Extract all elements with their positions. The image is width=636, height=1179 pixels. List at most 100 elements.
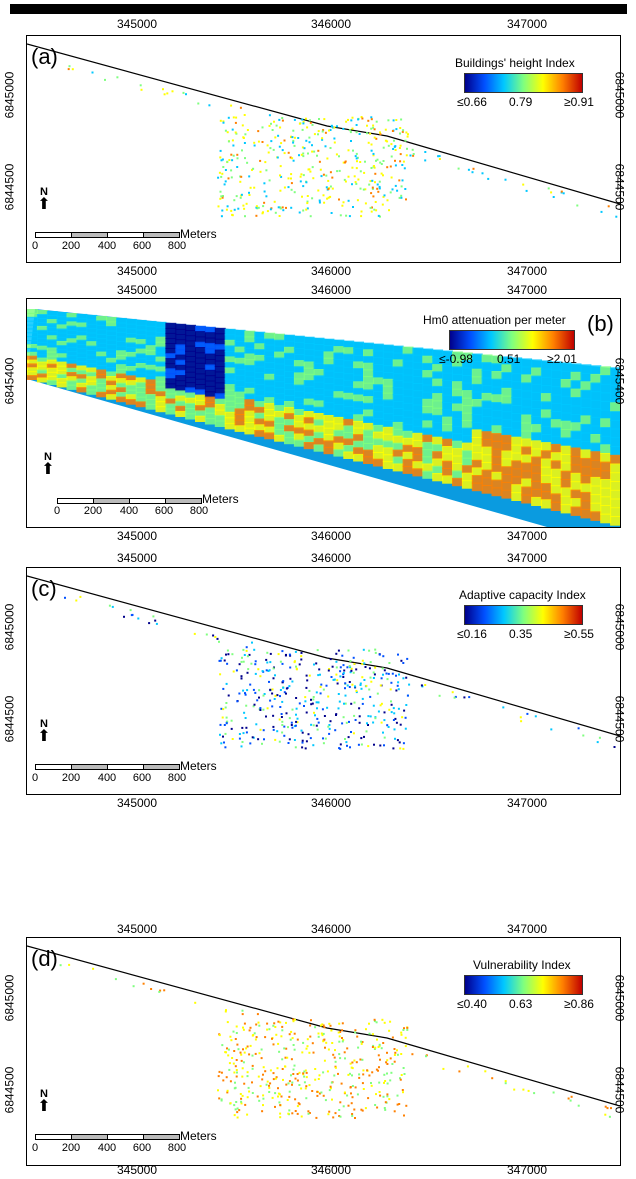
panel-label-a: (a) <box>31 44 58 69</box>
map-panel-d: (d) Vulnerability Index ≤0.40 0.63 ≥0.86… <box>26 937 621 1166</box>
scale-num-b-1: 200 <box>83 505 103 517</box>
legend-colorbar-c <box>464 605 583 625</box>
tick-top-b-1: 345000 <box>116 283 158 297</box>
tick-bot-d-2: 346000 <box>310 1163 352 1177</box>
tick-top-d-1: 345000 <box>116 922 158 936</box>
legend-min-b: ≤-0.98 <box>439 352 473 366</box>
ytick-right-d-2: 6844500 <box>612 1066 627 1114</box>
scale-num-d-2: 400 <box>97 1142 117 1154</box>
top-black-bar <box>10 4 627 14</box>
tick-bot-c-3: 347000 <box>506 796 548 810</box>
ytick-right-a-1: 6845000 <box>612 71 627 119</box>
scale-num-c-4: 800 <box>167 772 187 784</box>
tick-top-d-2: 346000 <box>310 922 352 936</box>
legend-title-a: Buildings' height Index <box>455 56 575 70</box>
legend-max-c: ≥0.55 <box>564 627 594 641</box>
scale-unit-a: Meters <box>180 227 217 241</box>
scalebar-d <box>35 1134 180 1140</box>
legend-colorbar-a <box>464 73 583 93</box>
map-canvas-d <box>27 945 620 1119</box>
scale-num-c-3: 600 <box>132 772 152 784</box>
ytick-left-d-2: 6844500 <box>2 1066 17 1114</box>
tick-bot-c-2: 346000 <box>310 796 352 810</box>
legend-min-c: ≤0.16 <box>457 627 487 641</box>
scale-unit-c: Meters <box>180 759 217 773</box>
scale-num-a-2: 400 <box>97 240 117 252</box>
legend-max-a: ≥0.91 <box>564 95 594 109</box>
ytick-left-c-2: 6844500 <box>2 695 17 743</box>
coastline-c <box>27 575 620 737</box>
panel-label-c: (c) <box>31 576 57 601</box>
building-points-c <box>64 595 616 750</box>
tick-top-d-3: 347000 <box>506 922 548 936</box>
scale-num-d-3: 600 <box>132 1142 152 1154</box>
tick-top-c-1: 345000 <box>116 551 158 565</box>
north-arrow-icon-d: ⬆ <box>37 1098 51 1115</box>
scale-num-d-4: 800 <box>167 1142 187 1154</box>
map-canvas-b <box>27 309 620 527</box>
scale-num-a-1: 200 <box>61 240 81 252</box>
north-label-a: N <box>40 186 48 198</box>
scale-num-d-0: 0 <box>31 1142 39 1154</box>
tick-bot-b-1: 345000 <box>116 529 158 543</box>
ytick-right-b-1: 6845400 <box>612 357 627 405</box>
legend-mid-b: 0.51 <box>497 352 521 366</box>
scale-num-b-2: 400 <box>119 505 139 517</box>
ytick-left-b-1: 6845400 <box>2 357 17 405</box>
tick-top-a-3: 347000 <box>506 17 548 31</box>
north-arrow-icon-a: ⬆ <box>37 196 51 213</box>
ytick-right-c-2: 6844500 <box>612 695 627 743</box>
legend-mid-c: 0.35 <box>509 627 533 641</box>
tick-top-c-2: 346000 <box>310 551 352 565</box>
tick-top-a-1: 345000 <box>116 17 158 31</box>
tick-top-a-2: 346000 <box>310 17 352 31</box>
building-points-a <box>67 65 618 218</box>
coastline-a <box>27 43 620 205</box>
north-arrow-icon-c: ⬆ <box>37 728 51 745</box>
legend-title-c: Adaptive capacity Index <box>459 588 586 602</box>
tick-bot-c-1: 345000 <box>116 796 158 810</box>
scale-num-d-1: 200 <box>61 1142 81 1154</box>
north-label-b: N <box>44 451 52 463</box>
legend-max-d: ≥0.86 <box>564 997 594 1011</box>
map-panel-a: (a) Buildings' height Index ≤0.66 0.79 ≥… <box>26 35 621 263</box>
legend-colorbar-d <box>464 975 583 995</box>
ytick-left-c-1: 6845000 <box>2 603 17 651</box>
legend-min-d: ≤0.40 <box>457 997 487 1011</box>
scalebar-b <box>57 498 202 504</box>
building-points-d <box>59 963 612 1119</box>
scale-unit-d: Meters <box>180 1129 217 1143</box>
tick-top-c-3: 347000 <box>506 551 548 565</box>
ytick-right-c-1: 6845000 <box>612 603 627 651</box>
ytick-left-a-2: 6844500 <box>2 163 17 211</box>
ytick-left-a-1: 6845000 <box>2 71 17 119</box>
attenuation-raster <box>27 309 620 527</box>
legend-max-b: ≥2.01 <box>547 352 577 366</box>
panel-label-d: (d) <box>31 946 58 971</box>
scale-num-b-4: 800 <box>189 505 209 517</box>
tick-top-b-2: 346000 <box>310 283 352 297</box>
scale-num-a-0: 0 <box>31 240 39 252</box>
map-canvas-a <box>27 43 620 218</box>
map-panel-c: (c) Adaptive capacity Index ≤0.16 0.35 ≥… <box>26 567 621 795</box>
legend-min-a: ≤0.66 <box>457 95 487 109</box>
north-label-d: N <box>40 1088 48 1100</box>
scale-num-c-2: 400 <box>97 772 117 784</box>
ytick-right-d-1: 6845000 <box>612 974 627 1022</box>
north-arrow-icon-b: ⬆ <box>41 461 55 478</box>
legend-colorbar-b <box>449 330 575 350</box>
tick-top-b-3: 347000 <box>506 283 548 297</box>
scale-num-c-1: 200 <box>61 772 81 784</box>
scale-num-a-3: 600 <box>132 240 152 252</box>
panel-label-b: (b) <box>587 311 614 336</box>
scalebar-c <box>35 764 180 770</box>
legend-mid-a: 0.79 <box>509 95 533 109</box>
tick-bot-a-2: 346000 <box>310 264 352 278</box>
tick-bot-b-3: 347000 <box>506 529 548 543</box>
tick-bot-d-1: 345000 <box>116 1163 158 1177</box>
ytick-right-a-2: 6844500 <box>612 163 627 211</box>
scale-num-a-4: 800 <box>167 240 187 252</box>
coastline-d <box>27 945 620 1107</box>
scale-num-b-0: 0 <box>53 505 61 517</box>
tick-bot-b-2: 346000 <box>310 529 352 543</box>
